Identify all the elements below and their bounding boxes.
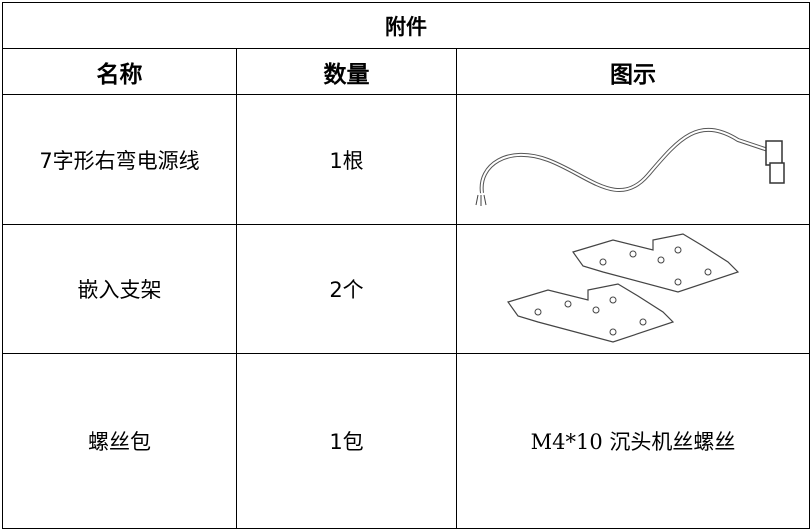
bracket-illustration: [507, 232, 740, 343]
title-row: 附件: [1, 2, 811, 49]
qty-cell: 1根: [236, 94, 457, 225]
power-cable-illustration: [475, 127, 785, 206]
name-cell: 嵌入支架: [2, 224, 237, 354]
qty-cell: 2个: [236, 224, 457, 354]
row: 7字形右弯电源线 1根: [2, 94, 811, 225]
description-cell: M4*10 沉头机丝螺丝: [455, 353, 811, 529]
row: 嵌入支架 2个: [2, 224, 811, 354]
header-cell: 图示: [455, 48, 811, 95]
qty-cell: 1包: [236, 353, 457, 529]
table-title: 附件: [1, 2, 811, 49]
header-cell: 名称: [2, 48, 237, 95]
header-row: 名称 数量 图示: [2, 48, 811, 95]
row: 螺丝包 1包 M4*10 沉头机丝螺丝: [2, 353, 811, 529]
name-cell: 7字形右弯电源线: [2, 94, 237, 225]
image-cell: [455, 224, 811, 354]
header-cell: 数量: [236, 48, 457, 95]
name-cell: 螺丝包: [2, 353, 237, 529]
image-cell: [455, 94, 811, 225]
